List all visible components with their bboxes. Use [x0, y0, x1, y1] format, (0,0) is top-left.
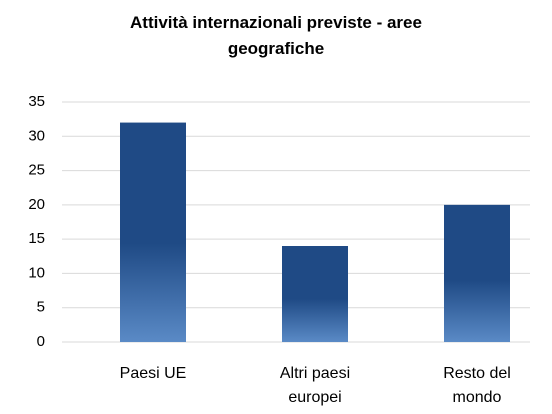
x-tick-label: Altri paesi europei — [279, 365, 351, 406]
x-tick-label: Resto del mondo — [443, 365, 511, 406]
bar — [282, 246, 348, 342]
bar — [120, 122, 186, 342]
y-tick-label: 15 — [28, 230, 45, 247]
y-tick-label: 35 — [28, 93, 45, 110]
y-tick-label: 5 — [37, 299, 45, 316]
y-tick-label: 10 — [28, 264, 45, 281]
y-tick-label: 30 — [28, 127, 45, 144]
x-tick-label: Paesi UE — [119, 365, 187, 382]
bar — [444, 204, 510, 342]
chart-title: Attività internazionali previste - aree … — [130, 13, 422, 58]
y-tick-label: 0 — [37, 333, 45, 350]
y-tick-label: 20 — [28, 196, 45, 213]
y-tick-label: 25 — [28, 162, 45, 179]
